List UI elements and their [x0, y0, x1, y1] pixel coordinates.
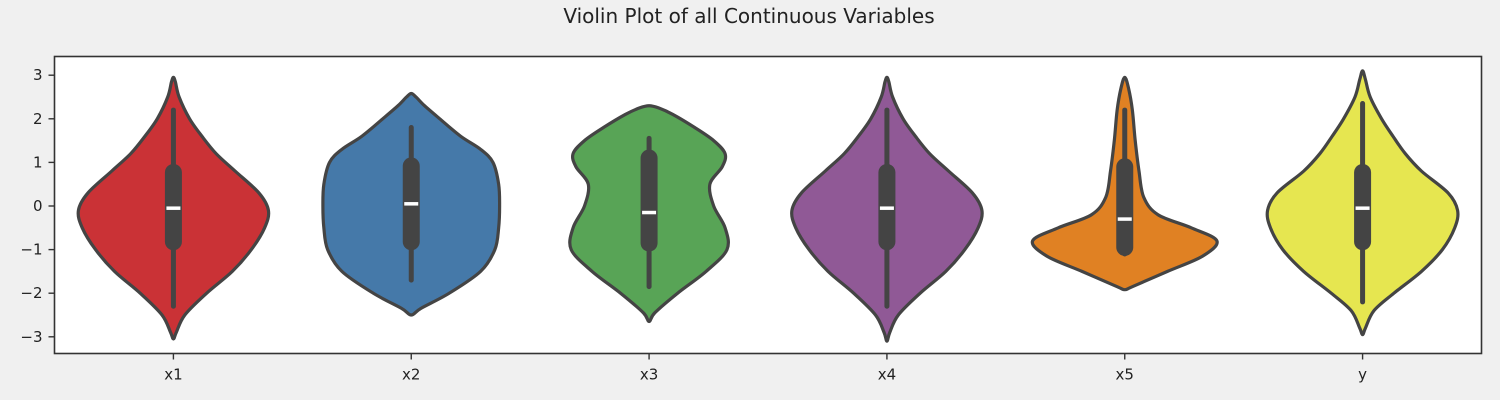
y-axis: −3 −2 −1 0 1 2 3 [20, 66, 55, 346]
x-tick-label: x2 [402, 366, 420, 384]
y-tick-label: −2 [20, 284, 42, 302]
violins [76, 69, 1460, 343]
y-tick-label: 2 [33, 110, 43, 128]
y-tick-label: 0 [33, 197, 43, 215]
y-tick-label: 1 [33, 153, 43, 171]
y-tick-label: 3 [33, 66, 43, 84]
y-tick-label: −3 [20, 328, 42, 346]
plot-area [53, 55, 1483, 355]
chart-title: Violin Plot of all Continuous Variables [563, 4, 934, 28]
x-tick-label: y [1358, 366, 1367, 384]
x-axis: x1 x2 x3 x4 x5 y [164, 353, 1367, 384]
x-tick-label: x4 [878, 366, 896, 384]
y-tick-label: −1 [20, 241, 42, 259]
x-tick-label: x1 [164, 366, 182, 384]
x-tick-label: x5 [1116, 366, 1134, 384]
x-tick-label: x3 [640, 366, 658, 384]
